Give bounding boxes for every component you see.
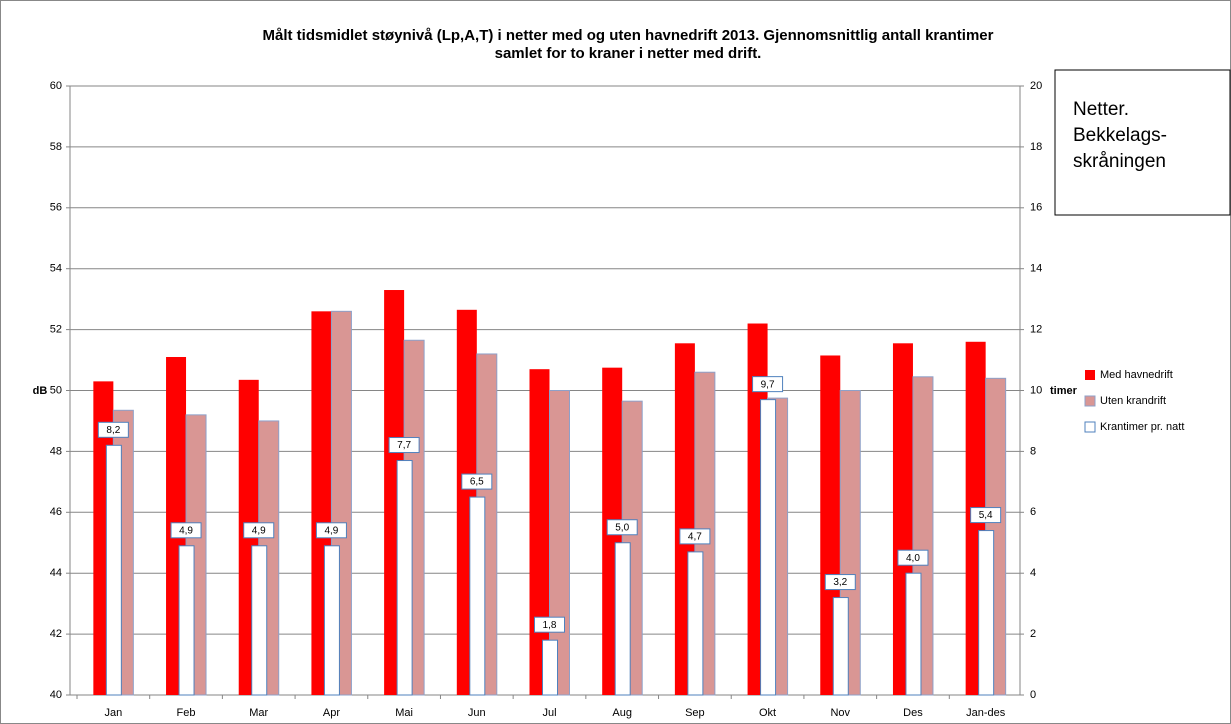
y2-tick-label: 14 [1030,263,1042,275]
data-label: 4,7 [688,532,702,543]
y-tick-label: 58 [50,141,62,153]
data-label: 5,0 [615,522,629,533]
bar [760,399,777,696]
data-label: 4,9 [252,525,266,536]
y2-tick-label: 0 [1030,689,1036,701]
bar [251,545,268,696]
legend-swatch [1084,421,1096,433]
data-label: 4,0 [906,553,920,564]
legend-swatch [1084,395,1096,407]
data-label: 6,5 [470,477,484,488]
data-label-box [824,574,856,591]
bar [105,444,122,696]
bar [614,542,631,696]
bar [323,545,340,696]
x-tick-label: Nov [830,707,850,719]
x-tick-label: Jan-des [966,707,1006,719]
data-label-box [606,519,638,536]
x-tick-label: Mai [395,707,413,719]
bar [529,369,550,695]
data-label-box [243,522,275,539]
legend-label: Uten krandrift [1100,395,1166,407]
bar [178,545,195,696]
y2-tick-label: 4 [1030,567,1036,579]
data-label-box [679,528,711,545]
x-tick-label: Okt [759,707,776,719]
data-label-box [752,376,784,393]
x-tick-label: Jun [468,707,486,719]
y2-tick-label: 6 [1030,506,1036,518]
y-tick-label: 60 [50,80,62,92]
data-label: 4,9 [179,525,193,536]
bar [542,639,558,696]
x-tick-label: Jul [542,707,556,719]
data-label-box [97,421,129,438]
y-tick-label: 48 [50,445,62,457]
data-label: 5,4 [979,510,993,521]
legend-label: Krantimer pr. natt [1100,421,1184,433]
data-label-box [388,437,420,454]
annotation-box [1054,69,1231,216]
bar [905,572,922,696]
annotation: Bekkelags- [1073,125,1167,146]
y-axis-label: dB [33,385,48,397]
data-label: 9,7 [761,379,775,390]
y2-tick-label: 16 [1030,202,1042,214]
data-label: 7,7 [397,440,411,451]
legend-swatch [1085,370,1095,380]
y-tick-label: 56 [50,202,62,214]
data-label-box [897,549,929,566]
y-tick-label: 46 [50,506,62,518]
x-tick-label: Mar [249,707,268,719]
x-tick-label: Aug [612,707,632,719]
bar [832,597,849,696]
y2-axis-label: timer [1050,385,1078,397]
chart-title: samlet for to kraner i netter med drift. [495,45,762,62]
y2-tick-label: 18 [1030,141,1042,153]
y2-tick-label: 2 [1030,628,1036,640]
legend-label: Med havnedrift [1100,369,1173,381]
chart-title: Målt tidsmidlet støynivå (Lp,A,T) i nett… [263,27,994,44]
bar [687,551,704,696]
y-tick-label: 50 [50,384,62,396]
data-label-box [534,616,565,633]
y-tick-label: 40 [50,689,62,701]
data-label: 4,9 [324,525,338,536]
data-label-box [315,522,347,539]
y2-tick-label: 20 [1030,80,1042,92]
bar [469,496,486,696]
x-tick-label: Des [903,707,923,719]
y-tick-label: 42 [50,628,62,640]
annotation: skråningen [1073,151,1166,172]
x-tick-label: Feb [177,707,196,719]
bar [396,460,413,696]
x-tick-label: Apr [323,707,340,719]
data-label: 1,8 [543,620,557,631]
annotation: Netter. [1073,99,1129,120]
y2-tick-label: 12 [1030,324,1042,336]
y-tick-label: 54 [50,263,62,275]
y-tick-label: 44 [50,567,62,579]
data-label-box [970,507,1002,524]
x-tick-label: Jan [104,707,122,719]
y2-tick-label: 8 [1030,445,1036,457]
data-label: 3,2 [833,577,847,588]
y2-tick-label: 10 [1030,384,1042,396]
data-label-box [170,522,202,539]
bar [978,530,995,696]
x-tick-label: Sep [685,707,705,719]
data-label: 8,2 [106,425,120,436]
data-label-box [461,473,493,490]
y-tick-label: 52 [50,324,62,336]
